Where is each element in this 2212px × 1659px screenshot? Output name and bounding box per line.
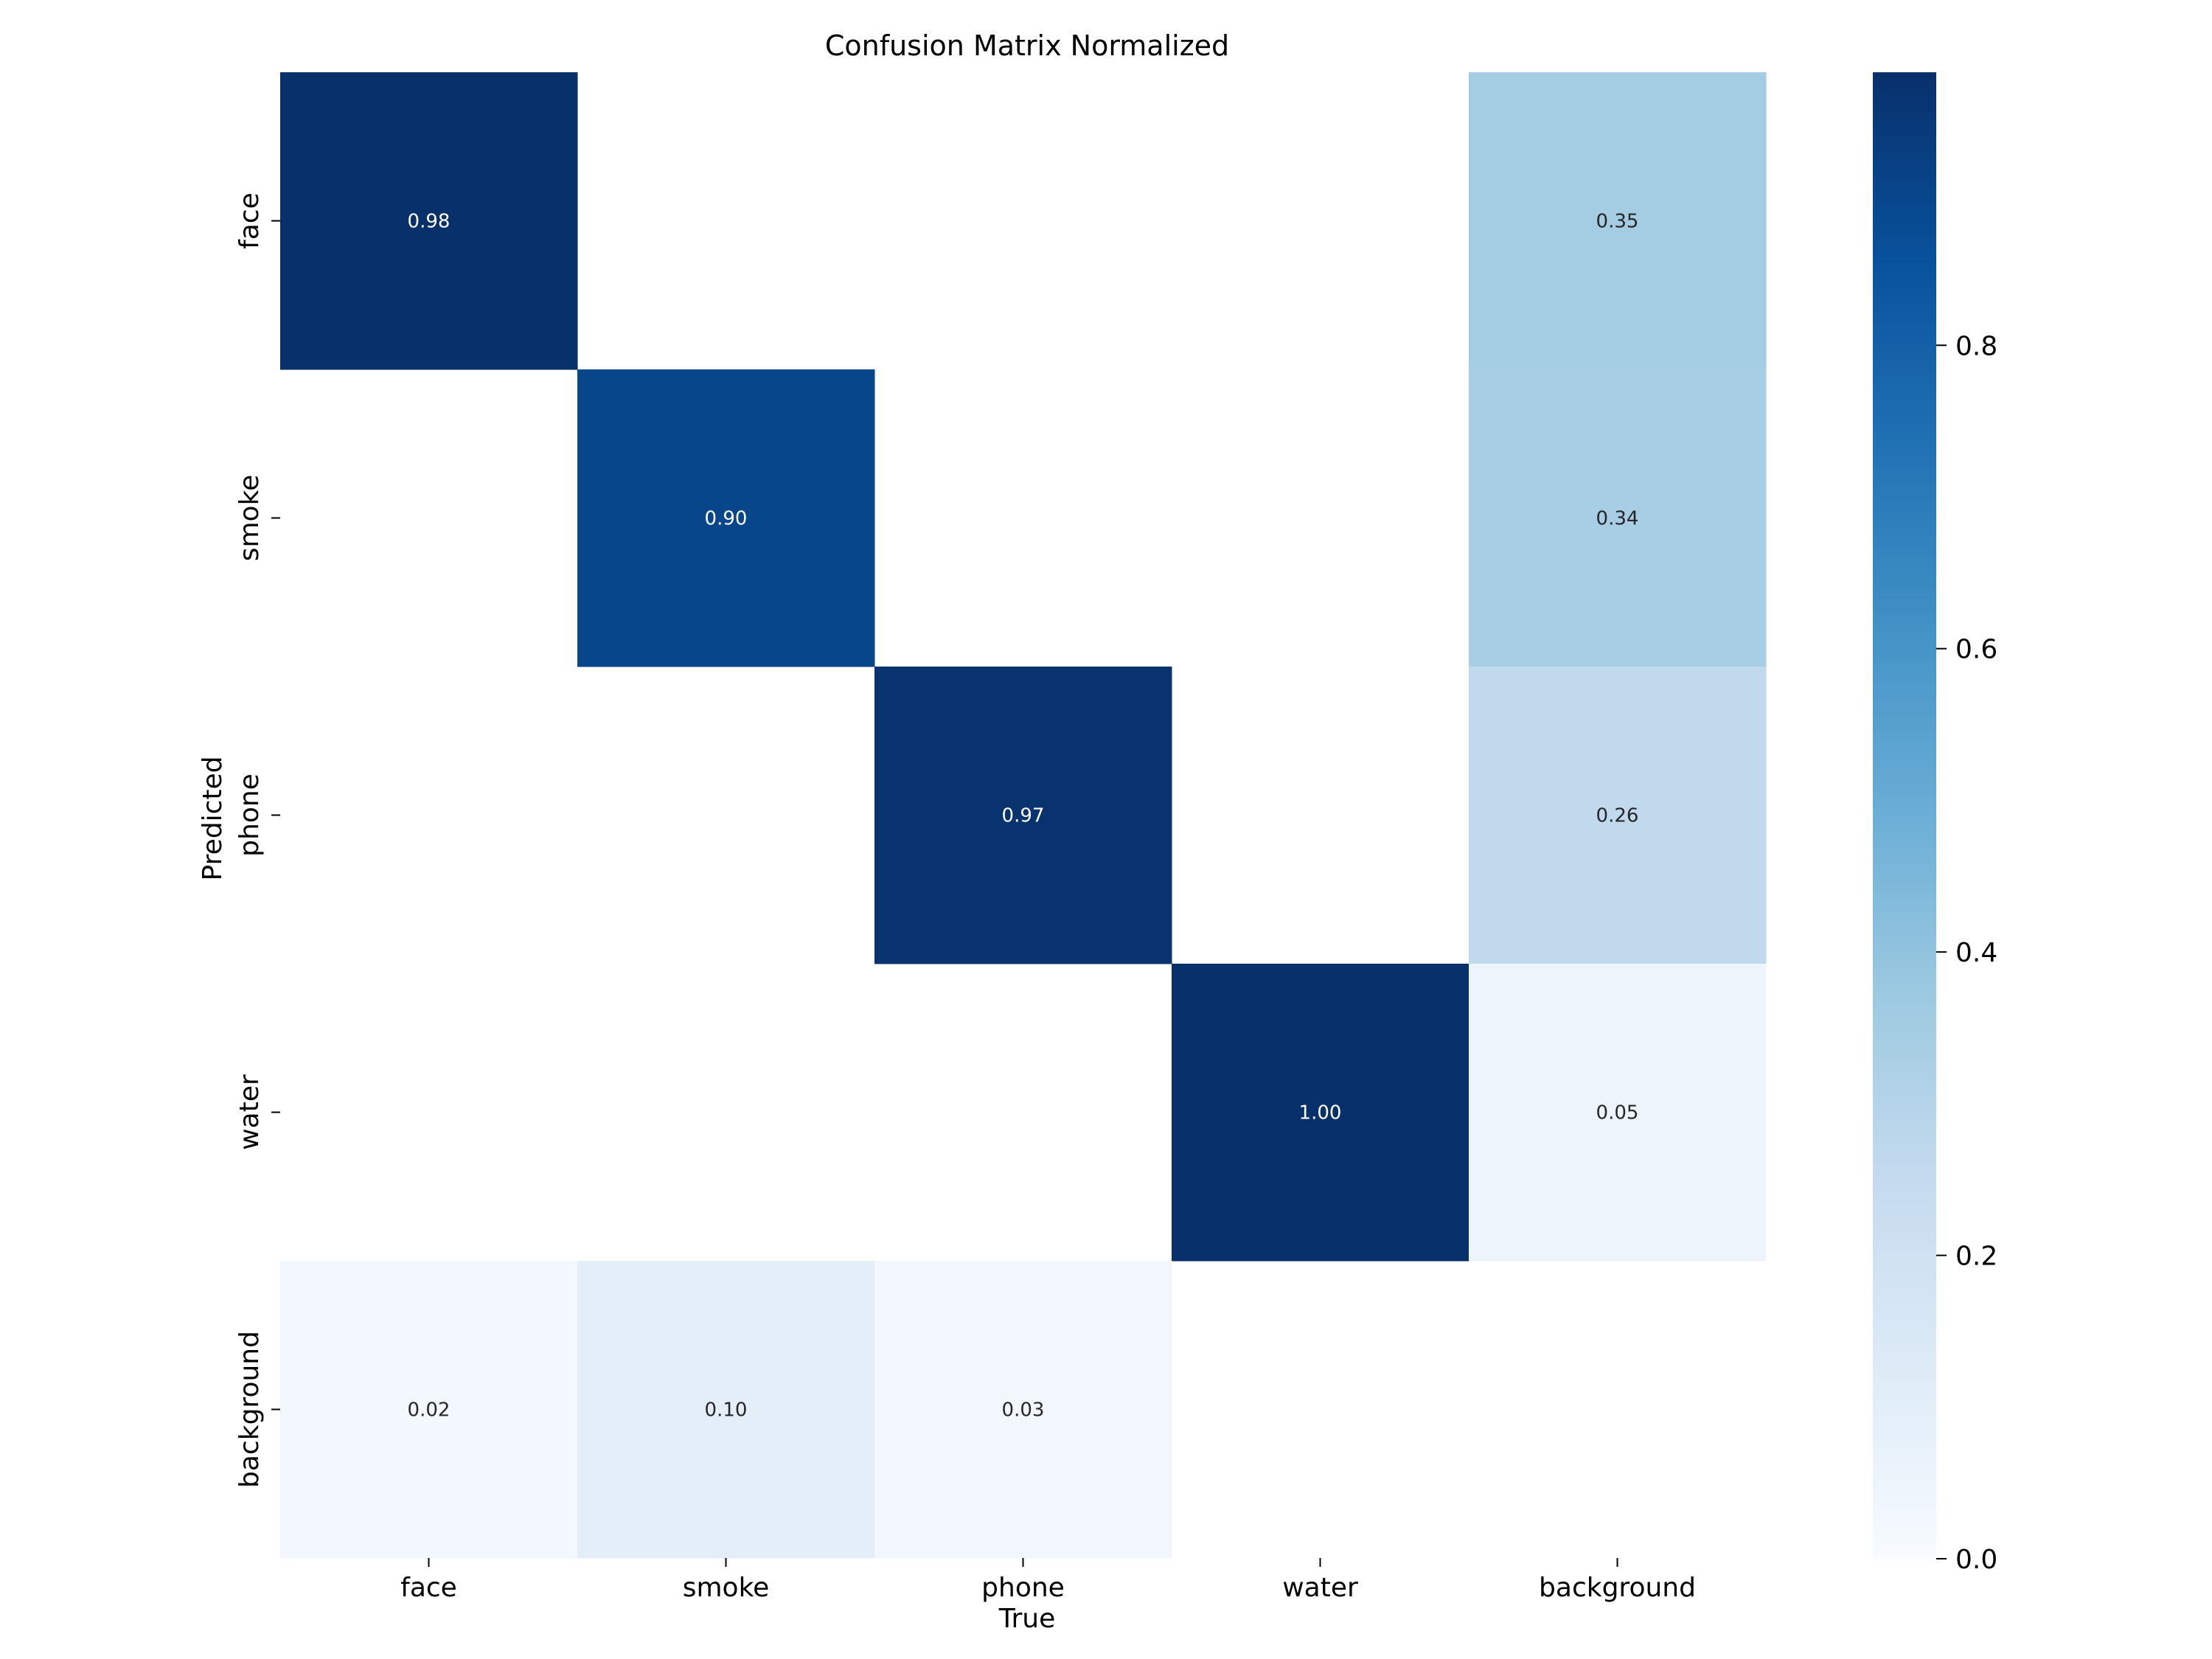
colorbar-tick-label: 0.2 <box>1955 1242 1997 1272</box>
heatmap-value-label: 0.03 <box>1002 1399 1045 1422</box>
x-tick-label: water <box>1282 1573 1358 1603</box>
heatmap-value-label: 0.90 <box>705 508 748 530</box>
x-tick-label: face <box>400 1573 457 1603</box>
heatmap-cell <box>280 1261 578 1559</box>
heatmap-value-label: 0.97 <box>1002 805 1045 827</box>
colorbar <box>1873 72 1936 1559</box>
heatmap-cell <box>1469 964 1767 1262</box>
y-axis: face smoke phone water background <box>234 192 280 1488</box>
y-tick-label: face <box>234 192 265 249</box>
heatmap-cell <box>1172 964 1470 1262</box>
heatmap-value-label: 1.00 <box>1299 1102 1342 1124</box>
heatmap-cell <box>874 667 1172 964</box>
y-tick-label: water <box>234 1074 265 1150</box>
y-tick-label: background <box>234 1331 265 1488</box>
heatmap-cell <box>577 1261 875 1559</box>
heatmap-cell <box>280 72 578 370</box>
x-axis: face smoke phone water background <box>400 1558 1696 1603</box>
heatmap-value-label: 0.02 <box>408 1399 451 1422</box>
x-axis-label: True <box>998 1604 1055 1634</box>
heatmap-value-label: 0.34 <box>1596 508 1639 530</box>
colorbar-tick-label: 0.6 <box>1955 635 1997 665</box>
y-tick-label: phone <box>234 773 265 857</box>
heatmap-value-label: 0.26 <box>1596 805 1639 827</box>
colorbar-ticks: 0.0 0.2 0.4 0.6 0.8 <box>1936 331 1997 1575</box>
heatmap-cell <box>1469 72 1767 370</box>
heatmap-value-label: 0.98 <box>408 211 451 233</box>
x-tick-label: background <box>1539 1573 1696 1603</box>
y-tick-label: smoke <box>234 475 265 562</box>
heatmap-cell <box>577 369 875 667</box>
heatmap-value-label: 0.05 <box>1596 1102 1639 1124</box>
x-tick-label: phone <box>981 1573 1065 1603</box>
x-tick-label: smoke <box>683 1573 770 1603</box>
chart-title: Confusion Matrix Normalized <box>825 29 1229 62</box>
colorbar-tick-label: 0.4 <box>1955 938 1997 968</box>
heatmap-value-labels: 0.98 0.35 0.90 0.34 0.97 0.26 1.00 0.05 0.02 0.10… <box>408 211 1639 1422</box>
heatmap-cell <box>874 1261 1172 1559</box>
heatmap-cell <box>1469 667 1767 964</box>
heatmap-cells <box>280 72 1767 1559</box>
colorbar-tick-label: 0.0 <box>1955 1545 1997 1575</box>
y-axis-label: Predicted <box>198 757 228 881</box>
heatmap-value-label: 0.35 <box>1596 211 1639 233</box>
heatmap-cell <box>1469 369 1767 667</box>
heatmap-value-label: 0.10 <box>705 1399 748 1422</box>
colorbar-tick-label: 0.8 <box>1955 331 1997 361</box>
